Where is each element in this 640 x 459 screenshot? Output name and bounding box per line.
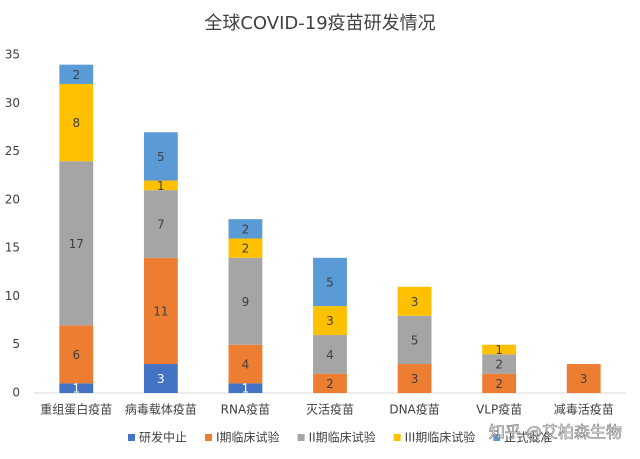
bar-segment (313, 257, 347, 307)
value-label: 1 (242, 382, 250, 396)
value-label: 3 (411, 372, 419, 386)
y-tick-label: 5 (12, 337, 20, 351)
x-tick-label: 减毒活疫苗 (554, 402, 614, 417)
bar-segment (566, 364, 601, 393)
bar-segment (59, 383, 94, 393)
y-tick-label: 35 (5, 48, 20, 62)
bar-segment (228, 257, 263, 345)
x-tick-label: 灭活疫苗 (306, 402, 354, 417)
value-label: 2 (72, 68, 80, 82)
value-label: 9 (242, 295, 250, 309)
bar-segment (143, 180, 178, 191)
y-tick-label: 25 (5, 144, 20, 158)
value-label: 1 (495, 343, 503, 357)
value-label: 11 (153, 304, 168, 318)
value-label: 5 (411, 333, 419, 347)
bar-segment (228, 383, 263, 393)
bar-segment (313, 373, 347, 393)
value-label: 3 (326, 314, 334, 328)
value-label: 1 (72, 382, 80, 396)
legend-swatch (493, 434, 501, 441)
bar-segment (313, 306, 347, 336)
value-label: 1 (157, 179, 165, 193)
value-label: 2 (326, 377, 334, 391)
y-tick-label: 30 (5, 96, 20, 110)
bar-segment (397, 364, 432, 393)
bar-segment (143, 364, 178, 393)
bar-segment (482, 344, 517, 355)
value-label: 5 (326, 275, 334, 289)
legend-label: I期临床试验 (216, 430, 280, 445)
y-tick-label: 20 (5, 192, 20, 206)
legend-label: 研发中止 (139, 430, 187, 445)
x-tick-label: RNA疫苗 (221, 402, 271, 417)
bar-segment (228, 344, 263, 384)
bar-segment (482, 373, 517, 393)
y-tick-label: 10 (5, 289, 20, 303)
value-label: 4 (242, 358, 250, 372)
value-label: 3 (580, 372, 588, 386)
bar-segment (59, 64, 94, 84)
value-label: 4 (326, 348, 334, 362)
bar-segment (143, 257, 178, 365)
value-label: 3 (157, 372, 165, 386)
legend-label: II期临床试验 (309, 430, 376, 445)
value-label: 7 (157, 218, 165, 232)
value-label: 2 (242, 222, 250, 236)
chart-title: 全球COVID-19疫苗研发情况 (204, 13, 435, 34)
value-label: 6 (72, 348, 80, 362)
value-label: 17 (69, 237, 84, 251)
bar-segment (482, 354, 517, 374)
bar-segment (397, 315, 432, 365)
legend-swatch (128, 434, 135, 441)
value-label: 2 (495, 377, 503, 391)
bar-segment (59, 83, 94, 162)
bar-segment (59, 325, 94, 384)
bar-segment (228, 219, 263, 239)
bar-segment (313, 335, 347, 374)
bar-segment (143, 190, 178, 258)
x-tick-label: 病毒载体疫苗 (125, 402, 197, 417)
legend-swatch (297, 434, 305, 441)
bar-segment (228, 238, 263, 258)
watermark: 知乎 @艾柏森生物 (489, 423, 622, 442)
value-label: 8 (72, 116, 80, 130)
bar-segment (397, 286, 432, 316)
value-label: 3 (411, 295, 419, 309)
legend-swatch (205, 434, 213, 441)
value-label: 5 (157, 150, 165, 164)
x-tick-label: DNA疫苗 (389, 402, 439, 417)
x-tick-label: 重组蛋白疫苗 (40, 402, 112, 417)
legend-swatch (393, 434, 401, 441)
legend-label: 正式批准 (504, 430, 552, 445)
bar-segment (59, 161, 94, 326)
bar-segment (143, 132, 178, 181)
value-label: 2 (242, 242, 250, 256)
x-tick-label: VLP疫苗 (476, 402, 522, 417)
value-label: 2 (495, 358, 503, 372)
y-tick-label: 15 (5, 241, 20, 255)
y-tick-label: 0 (12, 386, 20, 400)
legend-label: III期临床试验 (405, 430, 476, 445)
